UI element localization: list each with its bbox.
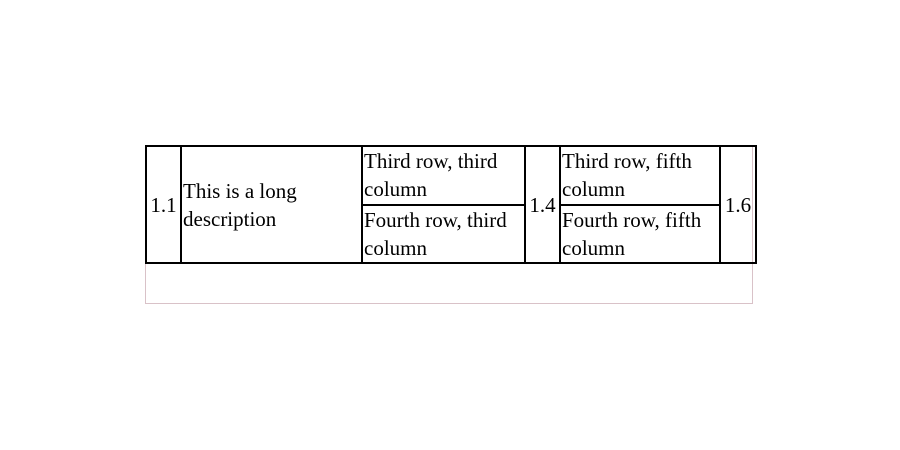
cell-1-4: 1.4 — [524, 145, 561, 264]
cell-third-row-fifth-column: Third row, fifth column — [559, 145, 721, 206]
cell-fourth-row-fifth-column: Fourth row, fifth column — [559, 203, 721, 264]
data-table: 1.1 This is a long description Third row… — [145, 145, 757, 264]
table-row: Fourth row, third column Fourth row, fif… — [146, 203, 756, 264]
cell-description: This is a long description — [180, 145, 363, 264]
cell-1-6: 1.6 — [719, 145, 757, 264]
cell-third-row-third-column: Third row, third column — [361, 145, 526, 206]
cell-fourth-row-third-column: Fourth row, third column — [361, 203, 526, 264]
cell-1-1: 1.1 — [145, 145, 182, 264]
table-row: 1.1 This is a long description Third row… — [145, 145, 757, 264]
